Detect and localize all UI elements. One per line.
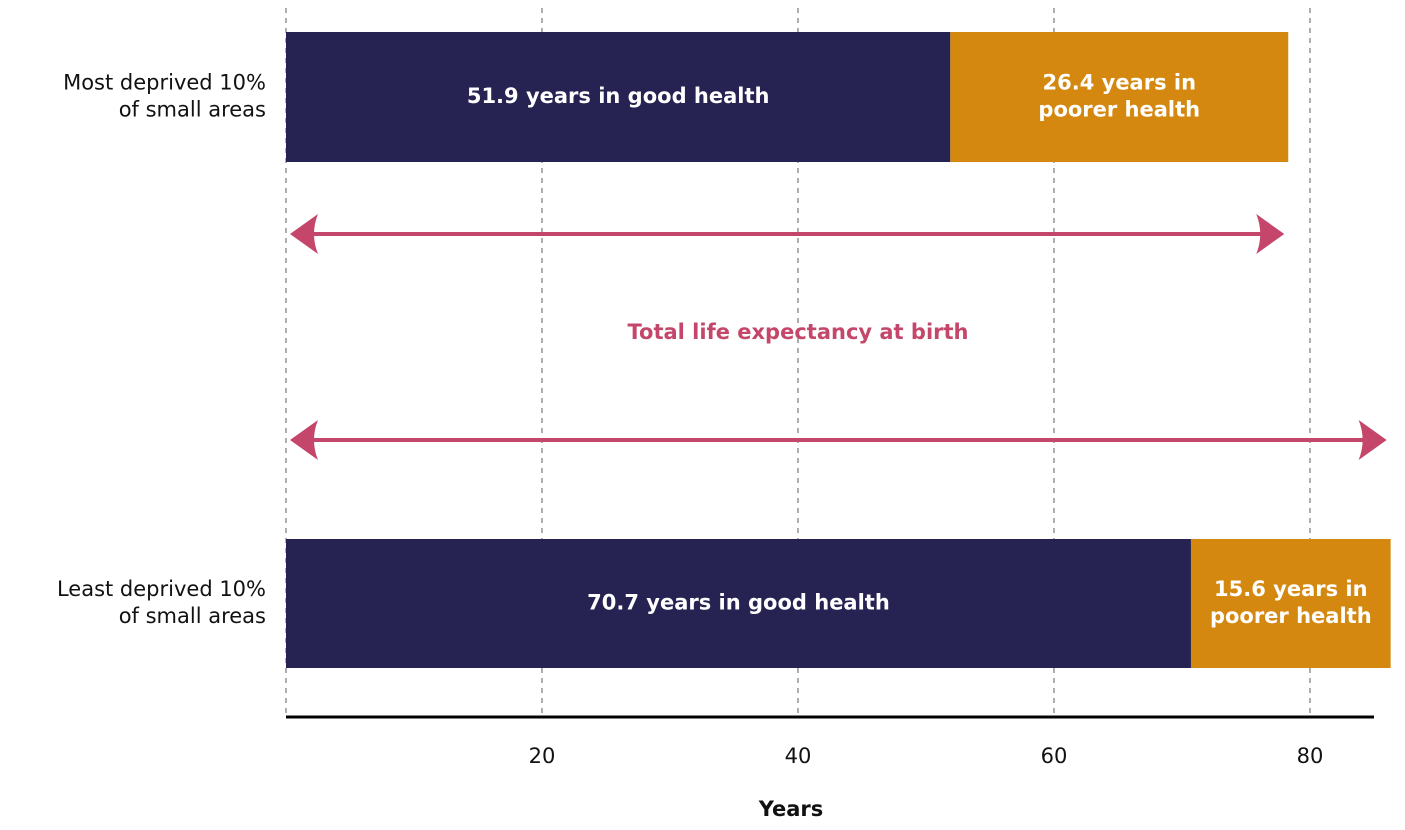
bar-label: 51.9 years in good health [467,84,770,108]
bar-segment [1190,539,1391,668]
bar-label: 26.4 years in poorer health [1038,71,1200,122]
bar-label: 15.6 years in poorer health [1210,577,1372,628]
arrow-head [290,214,318,254]
arrow-head [1358,420,1387,460]
x-tick-label: 80 [1297,744,1324,768]
x-tick-label: 20 [529,744,556,768]
bar-segment [950,32,1289,162]
arrow-head [290,420,318,460]
arrow-head [1256,214,1285,254]
annotation: Total life expectancy at birth [628,320,969,344]
bar-label: 70.7 years in good health [587,591,890,615]
x-tick-label: 60 [1041,744,1068,768]
category-label: Most deprived 10% of small areas [63,71,266,122]
x-tick-label: 40 [785,744,812,768]
bar-segment [286,539,1191,668]
bar-segment [286,32,951,162]
x-axis-label: Years [758,797,824,821]
category-label: Least deprived 10% of small areas [57,577,266,628]
